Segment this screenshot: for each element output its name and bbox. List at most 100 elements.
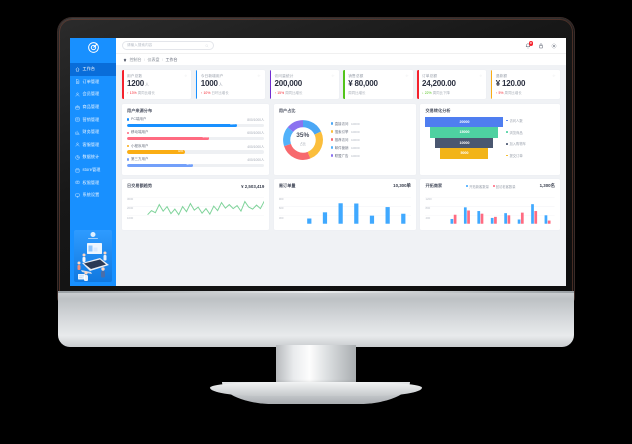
top-bar: 请输入搜索内容 8 xyxy=(116,38,566,54)
gear-icon[interactable] xyxy=(257,73,261,78)
stat-card-5[interactable]: 退款额 ¥ 120.00 ↑ 5% 周同比增长 xyxy=(490,70,560,99)
app-logo[interactable] xyxy=(70,38,116,61)
nvo-bar-1-6[interactable] xyxy=(534,210,538,224)
sidebar-item-label-5: 财务管理 xyxy=(82,129,100,135)
nvo-bar-1-1[interactable] xyxy=(467,210,471,224)
nvo-bar-1-0[interactable] xyxy=(454,214,457,224)
gear-icon[interactable] xyxy=(551,43,557,49)
donut-slice-1[interactable] xyxy=(307,131,323,159)
breadcrumb-item-0[interactable]: 控制台 xyxy=(129,56,142,62)
shop-icon xyxy=(75,168,80,173)
topbar-actions: 8 xyxy=(525,40,560,49)
stat-card-2[interactable]: 访问量统计 200,000 ↑ 15% 周同比增长 xyxy=(269,70,339,99)
nvo-legend-item-1[interactable]: 回访老客数量 xyxy=(492,184,516,189)
order-bar-2[interactable] xyxy=(338,202,343,224)
gear-icon[interactable] xyxy=(331,73,335,78)
funnel-label-0: 访问人数 xyxy=(506,118,525,123)
nvo-bar-0-5[interactable] xyxy=(518,219,521,224)
gear-icon[interactable] xyxy=(552,73,556,78)
stat-card-4[interactable]: 订单总额 24,200.00 ↓ 22% 周同比下降 xyxy=(417,70,487,99)
nvo-bar-1-3[interactable] xyxy=(494,216,498,224)
nvo-bar-0-3[interactable] xyxy=(491,217,494,224)
stat-note-3: 周同比增长 xyxy=(348,91,366,95)
funnel-layer-2[interactable]: 10000 xyxy=(435,137,494,148)
progress-track-0: 80% xyxy=(127,123,265,127)
y-label: 900 xyxy=(278,196,284,201)
nvo-bar-0-7[interactable] xyxy=(545,214,548,224)
donut-ring[interactable]: 35% 占比 xyxy=(279,116,327,164)
donut-legend-item-4[interactable]: 联盟广告 10000 xyxy=(330,153,360,158)
order-bar-6[interactable] xyxy=(401,213,406,224)
progress-label-0: PC端用户 xyxy=(127,117,146,122)
content-area: 用户总数 1200人 ↑ 13% 周同比增长 今日新增用户 1000人 xyxy=(116,65,566,286)
stat-note-4: 周同比下降 xyxy=(432,91,450,95)
nvo-bar-1-5[interactable] xyxy=(521,212,525,224)
sidebar-item-1[interactable]: 订单管理 xyxy=(70,76,116,89)
pie-icon xyxy=(75,155,80,160)
nvo-bar-0-4[interactable] xyxy=(504,212,508,224)
sidebar-item-10[interactable]: 系统设置 xyxy=(70,189,116,202)
gear-icon[interactable] xyxy=(405,73,409,78)
nvo-bar-0-1[interactable] xyxy=(464,206,468,224)
sidebar-item-label-3: 商品管理 xyxy=(82,104,100,110)
funnel-layer-1[interactable]: 15000 xyxy=(430,127,499,138)
nvo-bar-0-0[interactable] xyxy=(450,218,454,224)
funnel-label-3: 提交订单 xyxy=(506,153,525,158)
breadcrumb-separator-0: / xyxy=(144,57,145,62)
stat-delta-4: ↓ 22% xyxy=(422,91,432,95)
progress-label-2: 小程序用户 xyxy=(127,144,148,149)
lock-icon[interactable] xyxy=(538,43,544,49)
order-bar-4[interactable] xyxy=(369,215,374,224)
nvo-bar-1-4[interactable] xyxy=(507,214,511,224)
gear-icon[interactable] xyxy=(183,73,188,78)
bell-icon[interactable]: 8 xyxy=(525,40,534,49)
donut-slice-3[interactable] xyxy=(282,126,294,146)
bell-badge: 8 xyxy=(528,40,534,46)
order-bar-5[interactable] xyxy=(385,206,390,224)
stat-title-4: 订单总额 xyxy=(422,73,438,78)
progress-track-1: 60% xyxy=(127,136,265,141)
donut-slice-4[interactable] xyxy=(287,119,304,132)
stat-note-1: 日环比增长 xyxy=(211,91,229,95)
donut-legend-item-1[interactable]: 搜索引擎 10000 xyxy=(330,129,360,134)
stat-card-3[interactable]: 销售总额 ¥ 80,000 周同比增长 xyxy=(343,70,413,99)
sidebar-item-3[interactable]: 商品管理 xyxy=(70,101,116,114)
order-bar-0[interactable] xyxy=(306,217,312,224)
progress-label-3: 第三方用户 xyxy=(127,157,148,162)
nvo-legend-item-0[interactable]: 开拓新客数量 xyxy=(466,184,489,189)
sidebar-item-4[interactable]: 营销管理 xyxy=(70,113,116,126)
funnel-layer-3[interactable]: 5000 xyxy=(440,148,489,159)
sidebar-item-6[interactable]: 客服管理 xyxy=(70,139,116,152)
sidebar-item-label-0: 工作台 xyxy=(82,66,96,72)
order-bar-3[interactable] xyxy=(354,203,359,224)
sidebar-item-label-7: 数据统计 xyxy=(82,154,100,160)
sidebar-item-label-4: 营销管理 xyxy=(82,116,100,122)
stat-unit-1: 人 xyxy=(218,82,223,87)
donut-slice-0[interactable] xyxy=(302,119,321,135)
nvo-bar-0-6[interactable] xyxy=(531,203,535,224)
sidebar-item-5[interactable]: 财务管理 xyxy=(70,126,116,139)
sidebar-item-label-6: 客服管理 xyxy=(82,141,100,147)
donut-legend-item-0[interactable]: 直接访问 10000 xyxy=(330,121,360,126)
stat-card-0[interactable]: 用户总数 1200人 ↑ 13% 周同比增长 xyxy=(122,70,192,99)
donut-legend-item-3[interactable]: 邮件营销 10000 xyxy=(330,145,360,150)
breadcrumb-item-1[interactable]: 仪表盘 xyxy=(147,56,160,62)
gear-icon[interactable] xyxy=(478,73,483,78)
sales-trend-line xyxy=(148,201,265,215)
donut-legend-item-2[interactable]: 推荐访问 10000 xyxy=(330,137,360,142)
search-input[interactable]: 请输入搜索内容 xyxy=(122,41,214,50)
stat-card-1[interactable]: 今日新增用户 1000人 ↑ 10% 日环比增长 xyxy=(195,70,265,99)
sidebar-item-2[interactable]: 会员管理 xyxy=(70,88,116,101)
new-vs-old-legend: 开拓新客数量 回访老客数量 xyxy=(466,184,516,189)
progress-list: PC端用户 800/1000人 80% 移动端用户 600/1000人 60% 小程序用户 4… xyxy=(127,117,265,167)
sidebar-item-8[interactable]: store管理 xyxy=(70,164,116,177)
nvo-bar-0-2[interactable] xyxy=(477,210,481,224)
order-bar-1[interactable] xyxy=(322,211,327,224)
sidebar-item-7[interactable]: 数据统计 xyxy=(70,151,116,164)
nvo-bar-1-7[interactable] xyxy=(548,220,552,224)
funnel-layer-0[interactable]: 20000 xyxy=(425,116,504,127)
sidebar-item-0[interactable]: 工作台 xyxy=(70,63,116,76)
nvo-bar-1-2[interactable] xyxy=(481,213,484,224)
sidebar-item-9[interactable]: 权限管理 xyxy=(70,176,116,189)
donut-slice-2[interactable] xyxy=(283,143,311,160)
